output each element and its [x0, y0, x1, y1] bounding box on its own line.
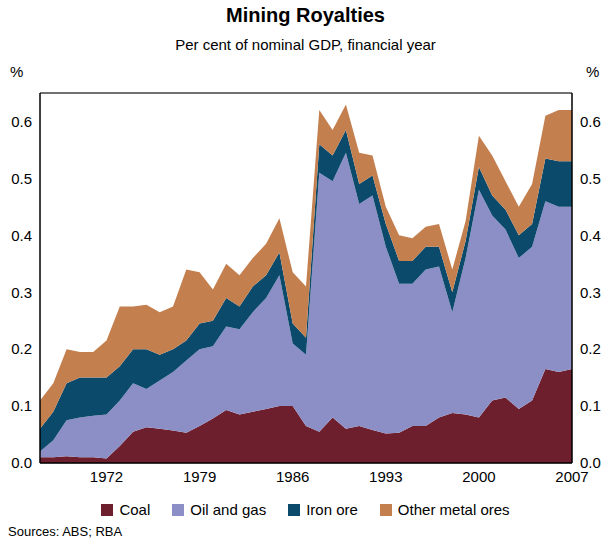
html-text:Per cent of nominal GDP, finan: Per cent of nominal GDP, financial year — [175, 36, 436, 53]
svg-text:0.4: 0.4 — [11, 227, 32, 244]
svg-text:1986: 1986 — [276, 468, 309, 485]
html-text:Iron ore: Iron ore — [306, 501, 358, 518]
svg-text:1993: 1993 — [369, 468, 402, 485]
svg-text:1972: 1972 — [90, 468, 123, 485]
svg-text:0.0: 0.0 — [11, 454, 32, 471]
svg-text:0.2: 0.2 — [580, 340, 601, 357]
svg-text:0.5: 0.5 — [580, 170, 601, 187]
svg-text:0.6: 0.6 — [580, 113, 601, 130]
svg-text:0.2: 0.2 — [11, 340, 32, 357]
html-text:Other metal ores: Other metal ores — [397, 501, 510, 518]
html-text:Mining Royalties: Mining Royalties — [226, 4, 385, 26]
svg-text:0.3: 0.3 — [11, 284, 32, 301]
svg-text:0.1: 0.1 — [580, 397, 601, 414]
html-text:Coal: Coal — [119, 501, 151, 518]
svg-text:1979: 1979 — [183, 468, 216, 485]
svg-text:2007: 2007 — [555, 467, 589, 485]
html-text:Oil and gas: Oil and gas — [190, 501, 267, 518]
svg-text:2000: 2000 — [462, 468, 495, 485]
svg-text:0.6: 0.6 — [11, 113, 32, 130]
svg-text:0.4: 0.4 — [580, 227, 601, 244]
svg-text:0.0: 0.0 — [580, 454, 601, 471]
svg-text:0.5: 0.5 — [11, 170, 32, 187]
html-text:Sources: ABS; RBA: Sources: ABS; RBA — [8, 524, 123, 539]
svg-text:0.3: 0.3 — [580, 284, 601, 301]
svg-text:0.1: 0.1 — [11, 397, 32, 414]
